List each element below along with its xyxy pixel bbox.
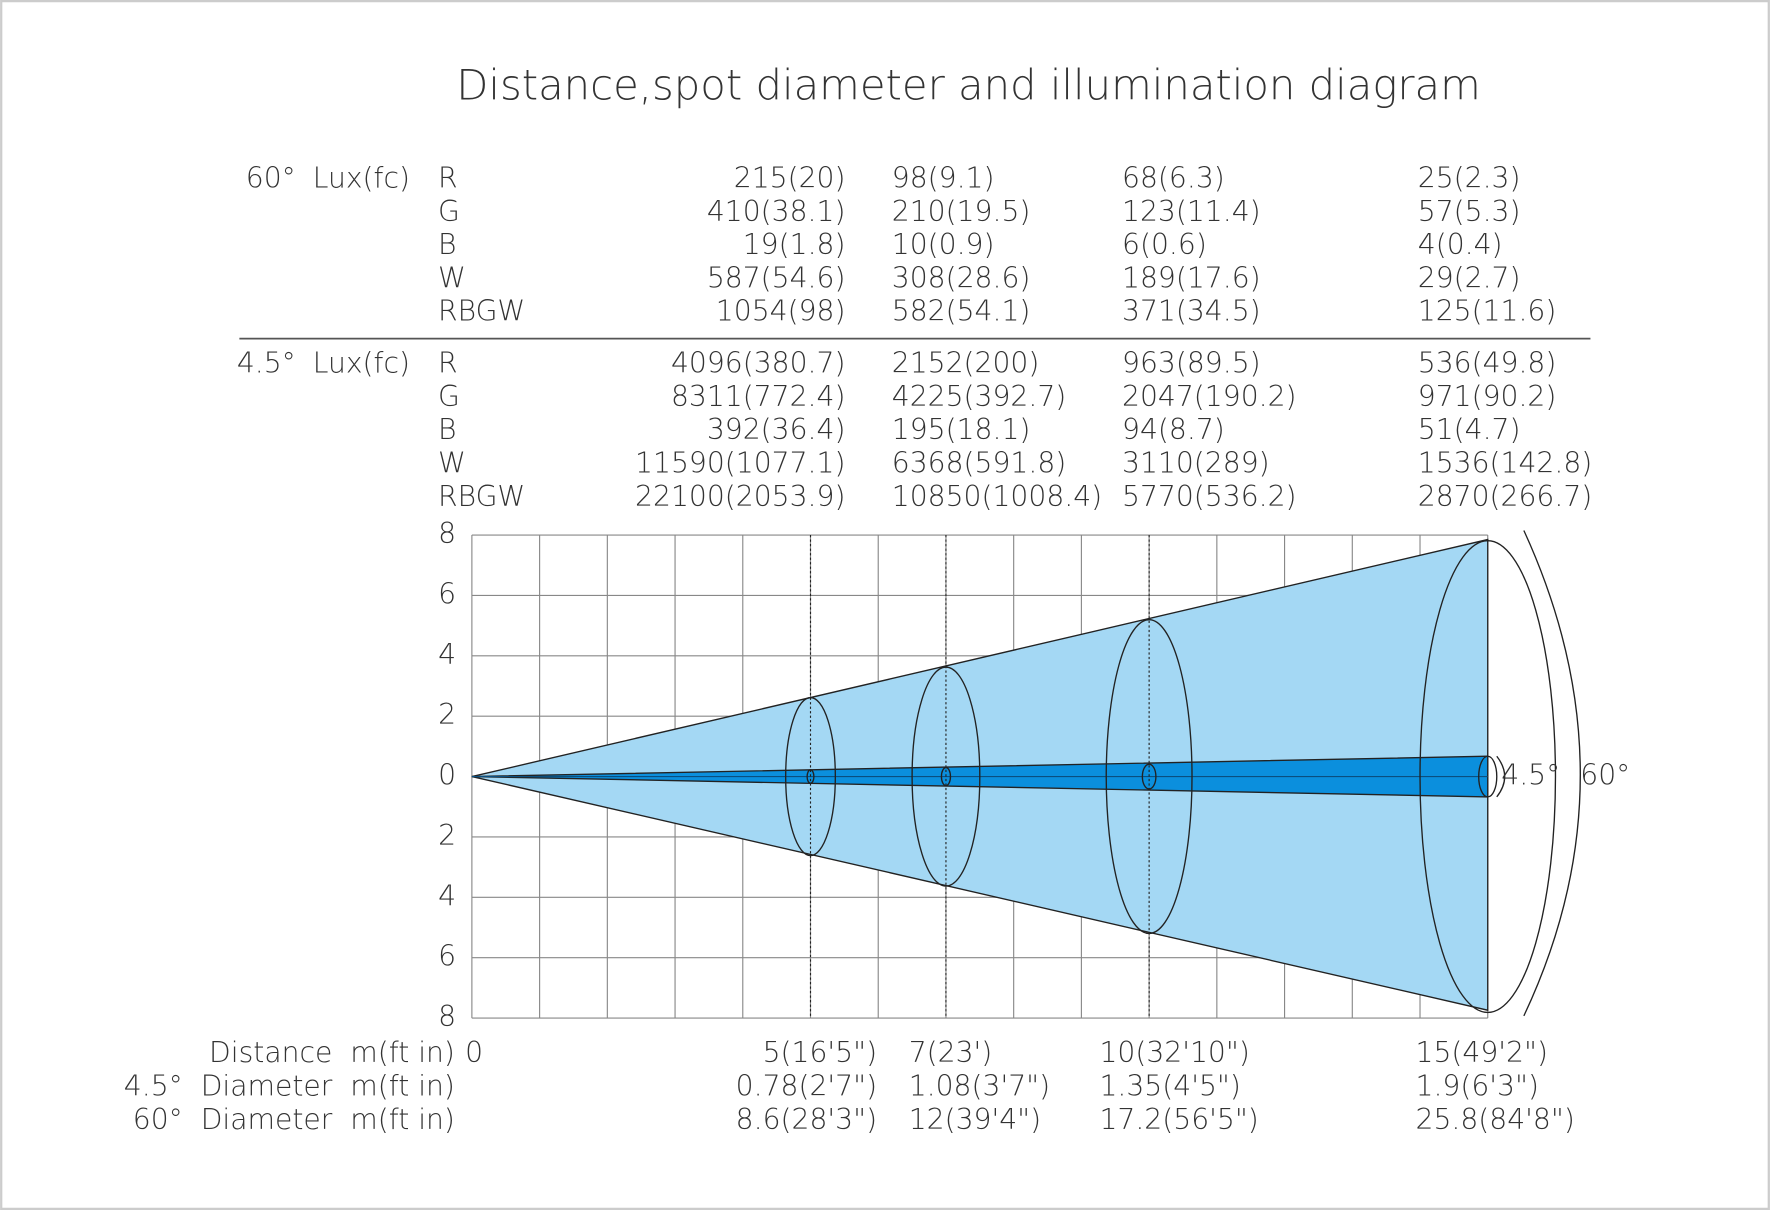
lux-value: 2870(266.7) (1418, 480, 1593, 513)
beam-angle: 60° (246, 161, 296, 194)
channel: W (438, 446, 466, 479)
lux-value: 371(34.5) (1122, 295, 1261, 328)
lux-value: 8311(772.4) (671, 380, 846, 413)
beam-label: 60° (1580, 759, 1630, 792)
beams (471, 530, 1581, 1019)
lux-value: 5770(536.2) (1122, 480, 1297, 513)
unit: Lux(fc) (313, 161, 410, 194)
angle-arc (1523, 530, 1581, 1017)
row-value: 7(23') (909, 1036, 993, 1069)
spot (1419, 539, 1557, 1014)
row-label: Distance m(ft in) (209, 1036, 455, 1069)
lux-value: 4096(380.7) (671, 347, 846, 380)
axis-tick-label: 4 (438, 638, 456, 671)
row-value: 8.6(28'3") (736, 1103, 877, 1136)
lux-value: 51(4.7) (1418, 413, 1521, 446)
lux-value: 98(9.1) (892, 161, 995, 194)
channel: RBGW (438, 295, 525, 328)
lux-value: 29(2.7) (1418, 261, 1521, 294)
channel: R (438, 347, 458, 380)
lux-value: 392(36.4) (707, 413, 846, 446)
row-value: 1.9(6'3") (1416, 1070, 1539, 1103)
row-value: 17.2(56'5") (1099, 1103, 1258, 1136)
row-value: 1.35(4'5") (1099, 1070, 1240, 1103)
spot (1478, 755, 1498, 798)
lux-value: 963(89.5) (1122, 347, 1261, 380)
lux-value: 308(28.6) (892, 261, 1031, 294)
lux-value: 19(1.8) (743, 228, 846, 261)
lux-value: 210(19.5) (892, 195, 1031, 228)
lux-value: 189(17.6) (1122, 261, 1261, 294)
lux-value: 1054(98) (716, 295, 846, 328)
lux-value: 2047(190.2) (1122, 380, 1297, 413)
lux-value: 410(38.1) (707, 195, 846, 228)
channel: R (438, 161, 458, 194)
lux-value: 6368(591.8) (892, 446, 1067, 479)
lux-value: 195(18.1) (892, 413, 1031, 446)
beam-angle: 4.5° (237, 347, 296, 380)
lux-value: 215(20) (734, 161, 846, 194)
lux-value: 123(11.4) (1122, 195, 1261, 228)
channel: RBGW (438, 480, 525, 513)
row-label: 4.5° Diameter m(ft in) (124, 1070, 455, 1103)
lux-value: 25(2.3) (1418, 161, 1521, 194)
axis-tick-label: 0 (438, 759, 456, 792)
row-value: 12(39'4") (909, 1103, 1041, 1136)
unit: Lux(fc) (313, 347, 410, 380)
axis-tick-label: 2 (438, 698, 456, 731)
lux-value: 22100(2053.9) (635, 480, 845, 513)
lux-value: 10(0.9) (892, 228, 995, 261)
channel: W (438, 261, 466, 294)
distance-markers (809, 535, 1150, 1019)
lux-value: 971(90.2) (1418, 380, 1557, 413)
channel: B (438, 228, 456, 261)
row-value: 0.78(2'7") (736, 1070, 877, 1103)
lux-value: 536(49.8) (1418, 347, 1557, 380)
lux-value: 57(5.3) (1418, 195, 1521, 228)
channel: G (438, 380, 460, 413)
lux-value: 1536(142.8) (1418, 446, 1593, 479)
row-value: 5(16'5") (763, 1036, 878, 1069)
axis-tick-label: 2 (438, 819, 456, 852)
title: Distance,spot diameter and illumination … (456, 61, 1481, 110)
axis-tick-label: 8 (438, 1000, 456, 1033)
lux-value: 125(11.6) (1418, 295, 1557, 328)
lux-value: 10850(1008.4) (892, 480, 1102, 513)
angle-arc (1496, 755, 1506, 798)
lux-value: 4225(392.7) (892, 380, 1067, 413)
row-label: 60° Diameter m(ft in) (133, 1103, 455, 1136)
channel: B (438, 413, 456, 446)
axis-tick-label: 4 (438, 879, 456, 912)
row-value: 10(32'10") (1099, 1036, 1249, 1069)
axis-tick-label: 8 (438, 517, 456, 550)
lux-value: 2152(200) (892, 347, 1040, 380)
row-value: 1.08(3'7") (909, 1070, 1050, 1103)
row-value: 15(49'2") (1416, 1036, 1548, 1069)
axis-tick-label: 6 (438, 940, 456, 973)
lux-value: 587(54.6) (707, 261, 846, 294)
lux-value: 582(54.1) (892, 295, 1031, 328)
axis-tick-label: 6 (438, 577, 456, 610)
lux-value: 4(0.4) (1418, 228, 1503, 261)
lux-value: 3110(289) (1122, 446, 1270, 479)
origin-label: 0 (465, 1036, 483, 1069)
lux-value: 68(6.3) (1122, 161, 1225, 194)
row-value: 25.8(84'8") (1416, 1103, 1575, 1136)
lux-value: 6(0.6) (1122, 228, 1207, 261)
channel: G (438, 195, 460, 228)
lux-value: 11590(1077.1) (635, 446, 845, 479)
labels: 8 6 4 2 0 2 4 6 8 60° Lux(fc) R 215(20) 98(9.1) 68(6.3… (124, 161, 1592, 1135)
lux-value: 94(8.7) (1122, 413, 1225, 446)
beam-label: 4.5° (1501, 759, 1560, 792)
